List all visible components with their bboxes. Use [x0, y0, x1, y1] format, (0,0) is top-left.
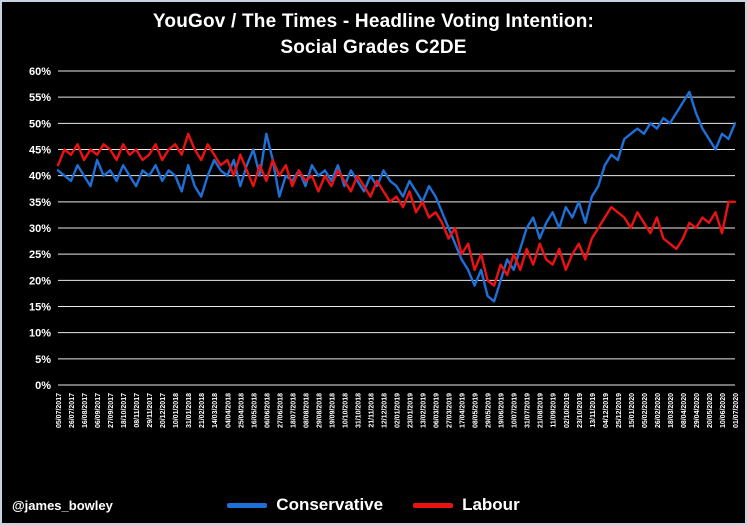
- x-tick-label: 27/06/2018: [277, 393, 284, 428]
- x-tick-label: 20/12/2017: [160, 393, 167, 428]
- y-tick-label: 15%: [29, 302, 51, 314]
- x-tick-label: 06/03/2019: [434, 393, 441, 428]
- y-tick-label: 45%: [29, 145, 51, 157]
- x-tick-label: 08/05/2019: [473, 393, 480, 428]
- x-tick-label: 18/07/2018: [290, 393, 297, 428]
- x-tick-label: 14/03/2018: [212, 393, 219, 428]
- x-tick-label: 25/12/2019: [616, 393, 623, 428]
- x-tick-label: 04/12/2019: [603, 393, 610, 428]
- x-tick-label: 20/05/2020: [707, 393, 714, 428]
- x-tick-label: 18/10/2017: [121, 393, 128, 428]
- chart-title-line2: Social Grades C2DE: [280, 37, 467, 58]
- x-tick-label: 16/05/2018: [251, 393, 258, 428]
- labour-line: [56, 132, 737, 287]
- x-tick-label: 27/09/2017: [108, 393, 115, 428]
- x-tick-label: 01/07/2020: [733, 393, 740, 428]
- x-tick-label: 29/08/2018: [316, 393, 323, 428]
- x-tick-label: 13/02/2019: [421, 393, 428, 428]
- x-tick-label: 13/11/2019: [590, 393, 597, 428]
- x-tick-label: 10/10/2018: [342, 393, 349, 428]
- x-tick-label: 19/06/2019: [499, 393, 506, 428]
- x-tick-label: 04/04/2018: [225, 393, 232, 428]
- x-tick-label: 31/10/2018: [355, 393, 362, 428]
- chart-area: 0% 5% 10% 15% 20% 25% 30% 35% 40% 45% 50% 55% 60% 05/…: [8, 63, 745, 463]
- x-tick-label: 23/10/2019: [577, 393, 584, 428]
- x-tick-label: 23/01/2019: [408, 393, 415, 428]
- x-tick-label: 12/12/2018: [381, 393, 388, 428]
- x-tick-label: 29/05/2019: [486, 393, 493, 428]
- x-tick-label: 18/03/2020: [668, 393, 675, 428]
- x-tick-label: 21/11/2018: [368, 393, 375, 428]
- chart-title: YouGov / The Times - Headline Voting Int…: [2, 9, 745, 61]
- x-tick-label: 05/02/2020: [642, 393, 649, 428]
- y-tick-label: 50%: [29, 118, 51, 130]
- x-tick-label: 19/09/2018: [329, 393, 336, 428]
- chart-title-line1: YouGov / The Times - Headline Voting Int…: [152, 11, 595, 32]
- x-tick-label: 10/07/2019: [512, 393, 519, 428]
- x-tick-label: 05/07/2017: [56, 393, 63, 428]
- x-tick-label: 06/09/2017: [95, 393, 102, 428]
- y-tick-label: 55%: [29, 92, 51, 104]
- x-tick-label: 21/02/2018: [199, 393, 206, 428]
- y-tick-label: 40%: [29, 171, 51, 183]
- y-tick-label: 5%: [35, 354, 51, 366]
- x-tick-label: 08/04/2020: [681, 393, 688, 428]
- y-tick-label: 10%: [29, 328, 51, 340]
- x-tick-label: 11/09/2019: [551, 393, 558, 428]
- legend-label-labour: Labour: [462, 495, 520, 514]
- y-tick-label: 60%: [29, 66, 51, 78]
- x-tick-label: 21/08/2019: [538, 393, 545, 428]
- legend-item-conservative: Conservative: [227, 495, 383, 515]
- y-tick-label: 20%: [29, 275, 51, 287]
- y-tick-label: 0%: [35, 380, 51, 392]
- x-tick-label: 02/10/2019: [564, 393, 571, 428]
- x-tick-label: 31/01/2018: [186, 393, 193, 428]
- y-tick-label: 30%: [29, 223, 51, 235]
- x-tick-label: 08/11/2017: [134, 393, 141, 428]
- y-tick-label: 25%: [29, 249, 51, 261]
- x-tick-label: 29/04/2020: [694, 393, 701, 428]
- x-tick-label: 29/11/2017: [147, 393, 154, 428]
- x-tick-label: 27/03/2019: [447, 393, 454, 428]
- x-tick-label: 08/08/2018: [303, 393, 310, 428]
- voting-intention-chart: 0% 5% 10% 15% 20% 25% 30% 35% 40% 45% 50% 55% 60% 05/…: [29, 66, 740, 428]
- x-tick-label: 25/04/2018: [238, 393, 245, 428]
- x-tick-label: 16/08/2017: [82, 393, 89, 428]
- x-tick-label: 10/06/2020: [720, 393, 727, 428]
- conservative-line: [56, 90, 737, 303]
- x-tick-label: 31/07/2019: [525, 393, 532, 428]
- x-tick-label: 06/06/2018: [264, 393, 271, 428]
- x-tick-label: 26/07/2017: [69, 393, 76, 428]
- conservative-line-swatch: [227, 502, 268, 508]
- x-tick-label: 15/01/2020: [629, 393, 636, 428]
- x-tick-label: 02/01/2019: [395, 393, 402, 428]
- chart-legend: Conservative Labour: [2, 495, 745, 515]
- watermark: @james_bowley: [12, 498, 113, 513]
- legend-label-conservative: Conservative: [276, 495, 384, 514]
- legend-item-labour: Labour: [413, 495, 520, 515]
- x-tick-label: 26/02/2020: [655, 393, 662, 428]
- x-tick-label: 17/04/2019: [460, 393, 467, 428]
- x-tick-label: 10/01/2018: [173, 393, 180, 428]
- y-tick-label: 35%: [29, 197, 51, 209]
- labour-line-swatch: [413, 502, 454, 508]
